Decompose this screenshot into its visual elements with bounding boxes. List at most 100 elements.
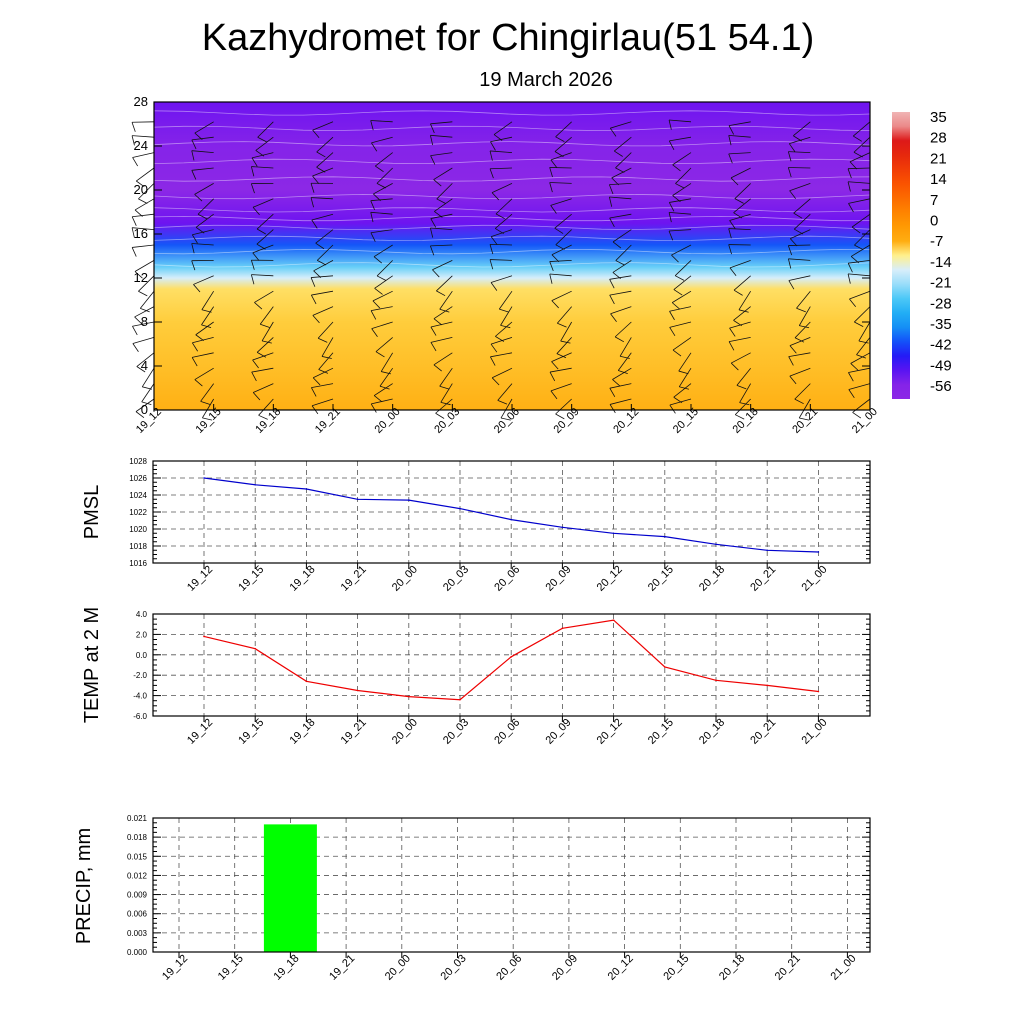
wind-barb xyxy=(490,259,513,261)
wind-barb xyxy=(611,167,632,179)
wind-barb xyxy=(311,275,334,278)
wind-barb xyxy=(191,150,214,153)
wind-barb-feather xyxy=(549,182,553,193)
wind-barb-feather xyxy=(500,417,511,421)
wind-barb xyxy=(672,152,692,166)
wind-barb-feather xyxy=(551,300,559,309)
colorbar-label: -28 xyxy=(930,295,952,312)
wind-barb-feather xyxy=(734,198,744,204)
wind-barb-feather xyxy=(555,413,565,420)
wind-barb xyxy=(848,198,871,204)
wind-barb-feather xyxy=(610,313,617,323)
wind-barb-feather xyxy=(381,371,391,375)
wind-barb-feather xyxy=(193,284,201,293)
wind-barb-feather xyxy=(854,321,864,327)
wind-barb xyxy=(195,321,214,336)
wind-barb xyxy=(141,383,155,403)
wind-barb-feather xyxy=(489,259,494,270)
wind-barb xyxy=(673,275,692,290)
wind-barb xyxy=(375,337,393,353)
x-tick-label: 19_15 xyxy=(236,564,266,594)
precip-frame xyxy=(152,817,871,953)
wind-barb-feather xyxy=(373,395,383,403)
wind-barb-feather xyxy=(312,315,320,324)
wind-barb-feather xyxy=(250,274,255,285)
pmsl-point xyxy=(408,499,410,501)
x-tick-label: 20_21 xyxy=(748,564,778,594)
wind-barb-feather xyxy=(788,143,796,153)
wind-barb-feather xyxy=(554,227,564,234)
wind-barb xyxy=(433,306,453,320)
wind-barb-feather xyxy=(372,300,381,309)
wind-barb-feather xyxy=(191,260,196,271)
wind-barb xyxy=(850,352,871,364)
wind-barb-feather xyxy=(793,212,803,219)
pmsl-point xyxy=(510,518,512,521)
wind-barb xyxy=(728,228,751,230)
pmsl-point xyxy=(356,498,359,501)
wind-barb-feather xyxy=(436,198,446,204)
p3-grid: -6.0 -4.0 -2.0 0.0 2.0 4.0 19_12 19_15 19_18 19_2… xyxy=(133,610,870,747)
isotherm xyxy=(153,158,871,165)
wind-barb xyxy=(132,337,155,344)
wind-barb xyxy=(132,213,155,218)
wind-barb-feather xyxy=(729,327,736,337)
wind-barb-feather xyxy=(439,308,450,313)
wind-barb-feather xyxy=(738,309,749,313)
x-tick-label: 20_06 xyxy=(492,717,522,747)
temp-2m-point xyxy=(510,656,512,658)
wind-barb xyxy=(370,211,393,215)
pmsl-point xyxy=(817,551,820,553)
wind-barb-feather xyxy=(131,122,136,132)
wind-barb-feather xyxy=(250,166,255,177)
temp-2m-point xyxy=(305,680,308,683)
wind-barb xyxy=(858,321,871,342)
wind-barb xyxy=(489,167,513,170)
wind-barb xyxy=(430,227,453,230)
cross-section-y-tick-label: 24 xyxy=(134,138,148,153)
wind-barb-feather xyxy=(609,279,615,289)
wind-barb xyxy=(849,152,871,163)
wind-barb-feather xyxy=(201,309,212,313)
x-tick-label: 19_15 xyxy=(236,717,266,747)
x-tick-label: 20_09 xyxy=(543,564,573,594)
x-tick-label: 19_12 xyxy=(185,717,215,747)
wind-barb xyxy=(549,260,572,262)
wind-barb-feather xyxy=(432,269,440,278)
wind-barb-feather xyxy=(609,404,616,414)
x-tick-label: 20_12 xyxy=(595,564,625,594)
wind-barb-feather xyxy=(854,244,864,251)
wind-barb-feather xyxy=(433,179,442,187)
temp-panel: TEMP at 2 M -6.0 -4.0 -2.0 0.0 2.0 4.0 19_12 19… xyxy=(81,607,871,747)
wind-barb-feather xyxy=(560,340,571,344)
wind-barb xyxy=(609,398,632,405)
wind-barb-feather xyxy=(789,190,796,199)
wind-barb xyxy=(793,121,811,137)
wind-barb-feather xyxy=(550,390,558,400)
wind-barb-feather xyxy=(313,270,322,279)
wind-barb-feather xyxy=(310,294,317,305)
wind-barb xyxy=(793,198,811,214)
x-tick-label: 20_18 xyxy=(697,717,727,747)
y-tick-label: -4.0 xyxy=(133,692,147,701)
pmsl-axis-label: PMSL xyxy=(81,485,103,539)
wind-barb xyxy=(672,183,692,196)
wind-barb xyxy=(372,290,393,302)
y-tick-label: 0.012 xyxy=(127,871,148,880)
wind-barb-feather xyxy=(138,198,148,204)
wind-barb xyxy=(494,213,513,229)
wind-barb xyxy=(370,229,393,234)
wind-barb-feather xyxy=(678,370,689,375)
colorbar-labels: 35 28 21 14 7 0 -7 -14 -21 -28 -35 -42 -49 -56 xyxy=(930,109,952,395)
wind-barb-feather xyxy=(434,211,443,218)
wind-barb xyxy=(197,198,214,215)
wind-barb-feather xyxy=(736,384,747,390)
wind-barb xyxy=(790,229,811,239)
wind-barb-feather xyxy=(673,289,683,296)
wind-barb-feather xyxy=(668,230,674,241)
wind-barb-feather xyxy=(258,414,268,420)
colorbar-label: -49 xyxy=(930,357,952,374)
wind-barb-feather xyxy=(555,136,565,143)
wind-barb xyxy=(671,290,692,303)
wind-barb-feather xyxy=(379,385,390,390)
